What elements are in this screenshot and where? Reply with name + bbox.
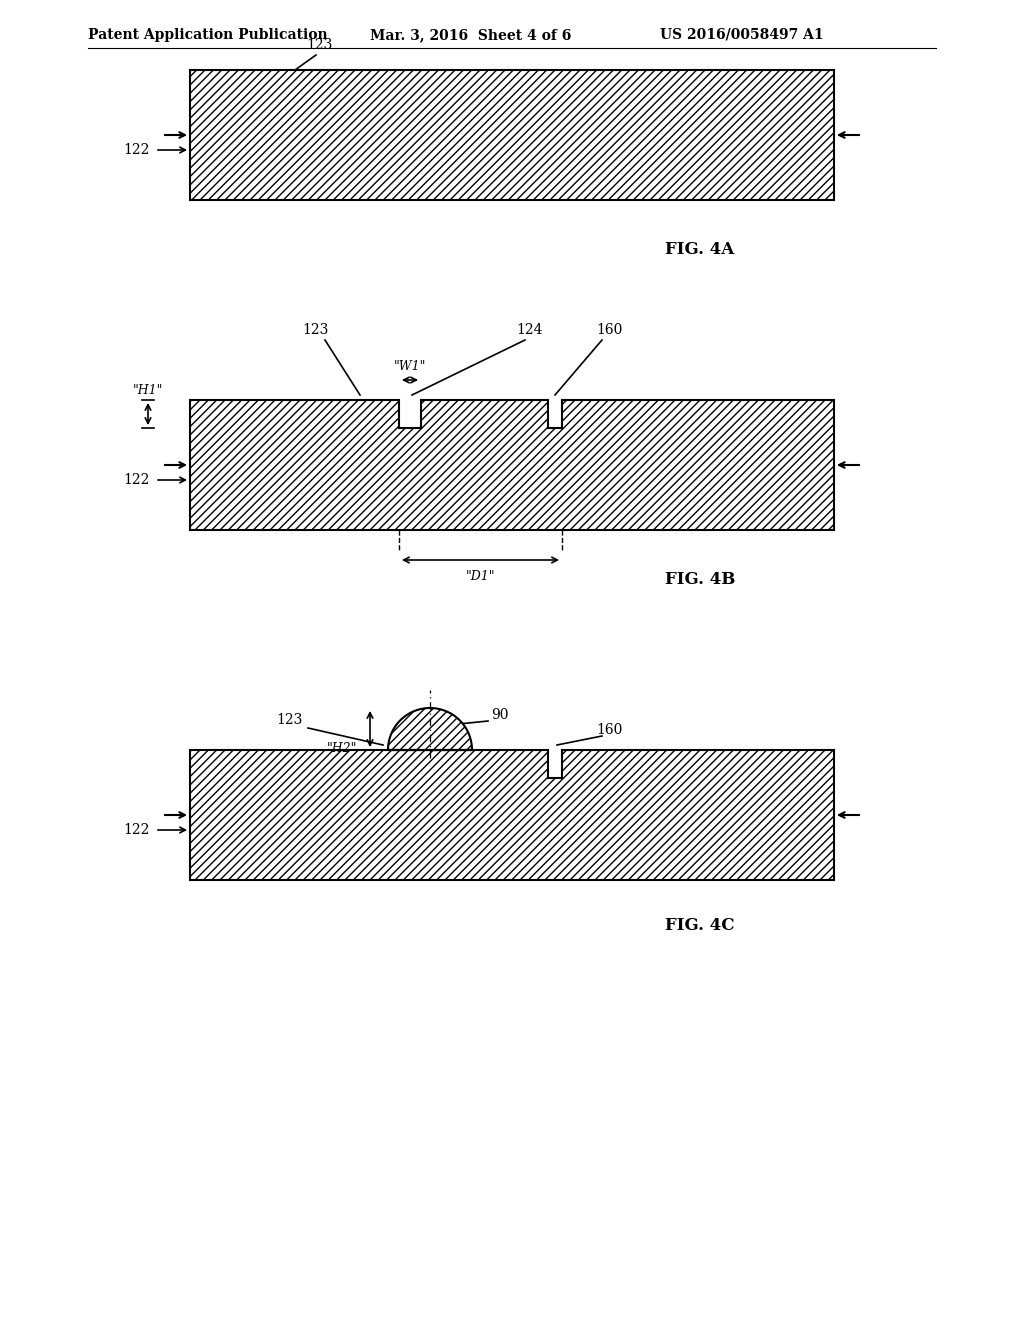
Text: 123: 123 xyxy=(307,38,333,51)
Text: "H1": "H1" xyxy=(133,384,163,396)
Text: 124: 124 xyxy=(517,323,544,337)
Text: 122: 122 xyxy=(124,143,150,157)
Polygon shape xyxy=(388,708,472,750)
Text: FIG. 4B: FIG. 4B xyxy=(665,572,735,589)
Text: 123: 123 xyxy=(302,323,328,337)
Text: "W1": "W1" xyxy=(394,359,426,372)
Text: 160: 160 xyxy=(597,323,624,337)
Text: 160: 160 xyxy=(597,723,624,737)
Text: US 2016/0058497 A1: US 2016/0058497 A1 xyxy=(660,28,823,42)
Bar xyxy=(190,750,834,880)
Text: 123: 123 xyxy=(276,713,303,727)
Bar xyxy=(190,70,834,201)
Bar xyxy=(190,400,834,531)
Text: "H2": "H2" xyxy=(327,742,357,755)
Bar xyxy=(548,748,562,777)
Bar xyxy=(399,399,421,428)
Text: "D1": "D1" xyxy=(466,569,496,582)
Text: FIG. 4A: FIG. 4A xyxy=(666,242,734,259)
Text: FIG. 4C: FIG. 4C xyxy=(666,916,735,933)
Text: Mar. 3, 2016  Sheet 4 of 6: Mar. 3, 2016 Sheet 4 of 6 xyxy=(370,28,571,42)
Text: 122: 122 xyxy=(124,822,150,837)
Text: 90: 90 xyxy=(492,708,509,722)
Text: 122: 122 xyxy=(124,473,150,487)
Text: Patent Application Publication: Patent Application Publication xyxy=(88,28,328,42)
Bar xyxy=(548,399,562,428)
